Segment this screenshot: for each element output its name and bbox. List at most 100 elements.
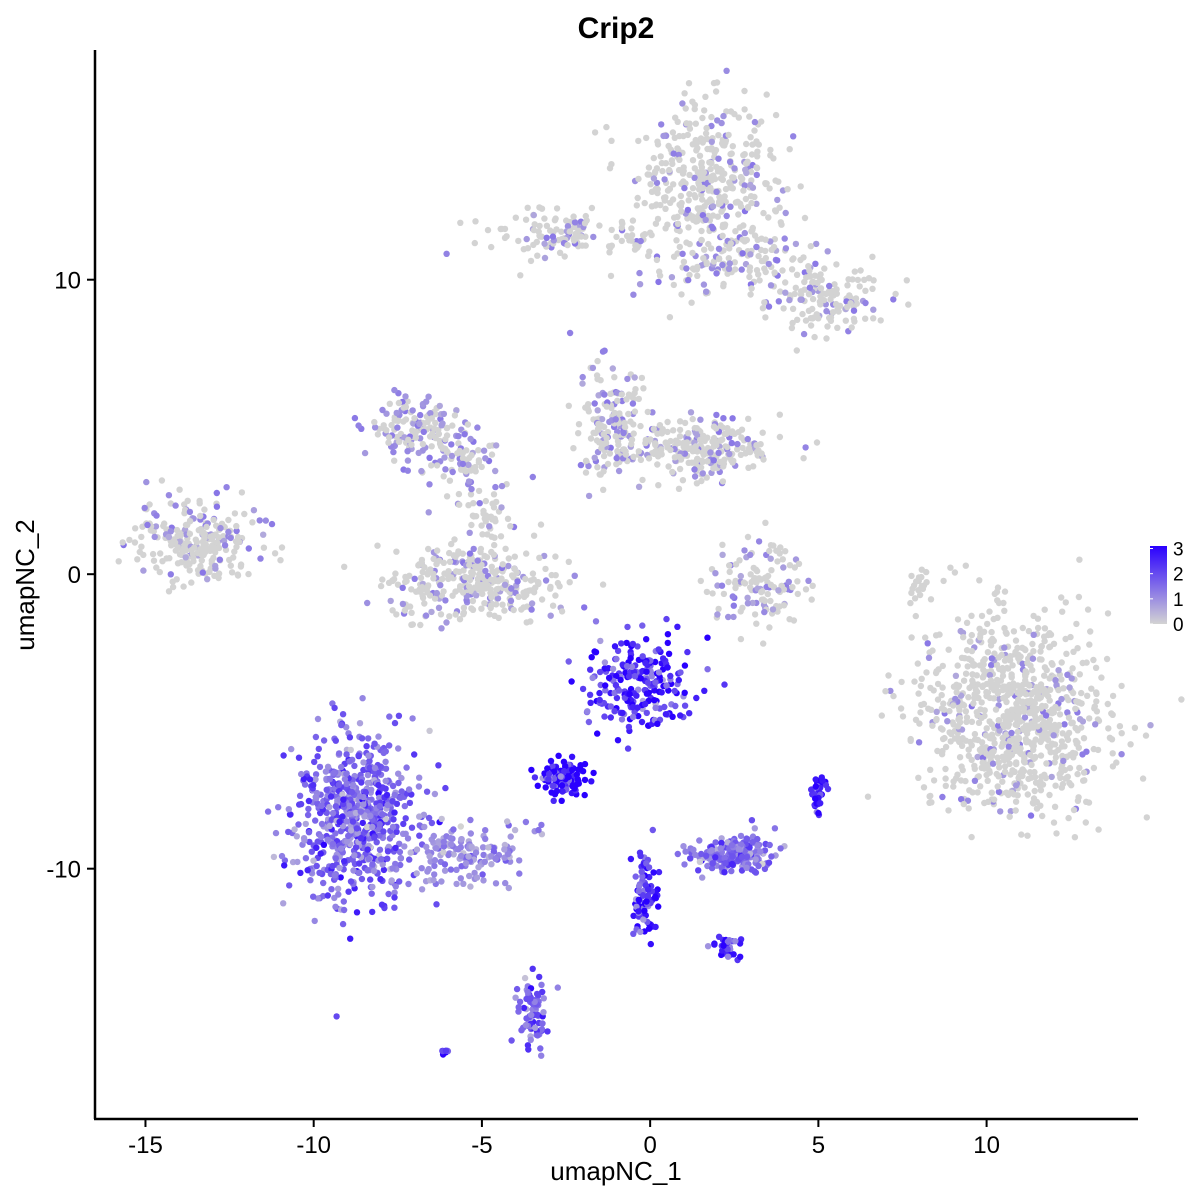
- cell-point: [531, 221, 538, 228]
- cell-point: [418, 556, 426, 564]
- cell-point: [765, 859, 773, 866]
- cell-point: [585, 408, 592, 415]
- cell-point: [426, 592, 434, 599]
- cell-point: [1061, 721, 1068, 728]
- cell-point: [597, 377, 604, 384]
- cell-point: [654, 138, 661, 145]
- cell-point: [870, 277, 877, 284]
- cell-point: [684, 648, 691, 656]
- cell-point: [399, 584, 406, 591]
- cell-point: [186, 530, 194, 538]
- cell-point: [297, 800, 305, 808]
- cell-point: [522, 1021, 530, 1029]
- cell-point: [480, 877, 487, 884]
- cell-point: [389, 865, 396, 872]
- cell-point: [169, 583, 177, 591]
- cell-point: [1029, 724, 1037, 731]
- cell-point: [1008, 729, 1015, 737]
- cell-point: [652, 923, 659, 931]
- cell-point: [528, 766, 535, 774]
- cell-point: [144, 521, 151, 529]
- cell-point: [1049, 740, 1056, 747]
- cell-point: [877, 317, 884, 324]
- cell-point: [599, 581, 607, 588]
- cell-point: [756, 277, 763, 284]
- cell-point: [457, 219, 464, 226]
- cell-point: [441, 454, 448, 461]
- cell-point: [824, 248, 831, 255]
- cell-point: [626, 691, 633, 698]
- cell-point: [347, 878, 355, 885]
- cell-point: [628, 232, 636, 239]
- cell-point: [933, 715, 940, 723]
- x-tick-label: 5: [812, 1132, 825, 1159]
- cell-point: [1076, 671, 1084, 678]
- cell-point: [452, 588, 459, 595]
- cell-point: [781, 235, 788, 242]
- cell-point: [835, 308, 842, 315]
- cell-point: [405, 786, 413, 793]
- cell-point: [753, 200, 760, 207]
- cell-point: [1065, 714, 1073, 721]
- cell-point: [553, 205, 561, 212]
- cell-point: [454, 450, 461, 457]
- cell-point: [747, 134, 754, 141]
- cell-point: [467, 883, 474, 890]
- cell-point: [700, 255, 707, 262]
- cell-point: [285, 806, 292, 813]
- cell-point: [645, 164, 653, 171]
- cell-point: [661, 703, 668, 711]
- cell-point: [925, 705, 932, 712]
- cell-point: [460, 604, 468, 611]
- cell-point: [720, 942, 727, 949]
- cell-point: [553, 226, 560, 233]
- cell-point: [1005, 743, 1012, 750]
- cell-point: [566, 579, 573, 586]
- cell-point: [664, 664, 671, 671]
- cell-point: [600, 452, 608, 460]
- cell-point: [369, 823, 376, 831]
- cell-point: [401, 607, 409, 614]
- cell-point: [612, 433, 619, 440]
- cell-point: [757, 246, 765, 254]
- cell-point: [570, 445, 577, 452]
- cell-point: [694, 205, 701, 212]
- cell-point: [683, 439, 691, 446]
- cell-point: [743, 835, 750, 842]
- cell-point: [1086, 641, 1093, 648]
- cell-point: [326, 803, 333, 811]
- cell-point: [345, 832, 352, 840]
- cell-point: [809, 305, 816, 313]
- cell-point: [650, 154, 657, 162]
- cell-point: [391, 457, 398, 464]
- cell-point: [655, 278, 662, 286]
- cell-point: [725, 265, 733, 272]
- cell-point: [1008, 684, 1015, 692]
- cell-point: [613, 655, 620, 663]
- cell-point: [729, 415, 736, 422]
- cell-point: [558, 228, 565, 235]
- cell-point: [676, 418, 684, 425]
- cell-point: [648, 188, 656, 195]
- cell-point: [1069, 689, 1077, 697]
- cell-point: [297, 869, 304, 877]
- cell-point: [797, 296, 804, 303]
- cell-point: [430, 876, 437, 884]
- cell-point: [1018, 831, 1025, 838]
- cell-point: [599, 348, 607, 355]
- cell-point: [371, 764, 379, 772]
- cell-point: [556, 249, 564, 256]
- cell-point: [236, 538, 243, 546]
- cell-point: [415, 783, 423, 790]
- cell-point: [511, 826, 519, 834]
- cell-point: [346, 811, 353, 818]
- cell-point: [718, 582, 726, 589]
- cell-point: [551, 791, 559, 798]
- cell-point: [826, 290, 834, 297]
- cell-point: [1048, 660, 1055, 667]
- cell-point: [750, 564, 757, 572]
- cell-point: [307, 877, 314, 884]
- cell-point: [629, 640, 637, 648]
- cell-point: [800, 330, 808, 338]
- cell-point: [454, 550, 462, 558]
